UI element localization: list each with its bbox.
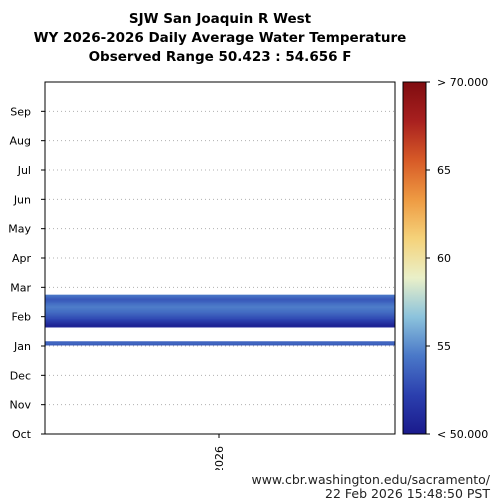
y-tick-label: Apr — [12, 252, 32, 265]
heatmap-cell — [45, 344, 395, 346]
heatmap-cell — [45, 326, 395, 328]
heatmap-chart: Oct Nov Dec Jan Feb Mar Apr May Jun Jul Aug Sep 2026… — [8, 76, 488, 470]
plot-area — [45, 82, 395, 434]
x-tick-label: 2026 — [213, 446, 226, 470]
footer-url[interactable]: www.cbr.washington.edu/sacramento/ — [251, 472, 490, 487]
heatmap-cell — [45, 343, 395, 345]
heatmap-cell — [45, 319, 395, 321]
y-tick-label: Nov — [10, 399, 32, 412]
heatmap-cell — [45, 325, 395, 327]
chart-title-line-1: SJW San Joaquin R West — [128, 11, 312, 27]
y-tick-label: Mar — [10, 281, 31, 294]
heatmap-cell — [45, 323, 395, 325]
heatmap-cell — [45, 303, 395, 305]
y-tick-label: Aug — [10, 135, 31, 148]
heatmap-cell — [45, 300, 395, 303]
chart-title-line-2: WY 2026-2026 Daily Average Water Tempera… — [33, 30, 407, 46]
y-tick-label: Jul — [17, 164, 31, 177]
heatmap-cell — [45, 309, 395, 311]
heatmap-cell — [45, 298, 395, 301]
heatmap-cell — [45, 305, 395, 307]
y-tick-label: Oct — [12, 428, 32, 441]
heatmap-cell — [45, 307, 395, 309]
colorbar — [402, 81, 427, 435]
colorbar-tick-label: 65 — [437, 164, 451, 177]
heatmap-cell — [45, 313, 395, 315]
heatmap-cell — [45, 296, 395, 299]
heatmap-cell — [45, 304, 395, 306]
heatmap-cell — [45, 317, 395, 319]
heatmap-cell — [45, 315, 395, 318]
y-tick-label: May — [8, 223, 31, 236]
heatmap-cell — [45, 299, 395, 302]
heatmap-cell — [45, 320, 395, 322]
chart-title-line-3: Observed Range 50.423 : 54.656 F — [88, 49, 352, 65]
heatmap-cell — [45, 294, 395, 297]
heatmap-cell — [45, 342, 395, 344]
heatmap-cell — [45, 297, 395, 300]
footer-timestamp: 22 Feb 2026 15:48:50 PST — [325, 486, 490, 501]
heatmap-cell — [45, 295, 395, 298]
y-tick-label: Feb — [12, 311, 31, 324]
colorbar-tick-label: > 70.000 — [437, 76, 488, 89]
y-tick-label: Jan — [13, 340, 31, 353]
heatmap-cell — [45, 312, 395, 314]
y-tick-label: Jun — [13, 193, 31, 206]
colorbar-tick-label: < 50.000 — [437, 428, 488, 441]
colorbar-tick-label: 55 — [437, 340, 451, 353]
y-tick-label: Sep — [10, 105, 31, 118]
heatmap-cell — [45, 321, 395, 323]
heatmap-cell — [45, 316, 395, 319]
heatmap-cell — [45, 322, 395, 324]
heatmap-cell — [45, 341, 395, 343]
heatmap-cell — [45, 302, 395, 304]
heatmap-cell — [45, 306, 395, 308]
heatmap-cell — [45, 308, 395, 310]
heatmap-cell — [45, 310, 395, 312]
heatmap-cell — [45, 324, 395, 326]
heatmap-cell — [45, 314, 395, 317]
heatmap-cell — [45, 311, 395, 313]
y-tick-label: Dec — [10, 369, 31, 382]
heatmap-cell — [45, 318, 395, 320]
colorbar-tick-label: 60 — [437, 252, 451, 265]
